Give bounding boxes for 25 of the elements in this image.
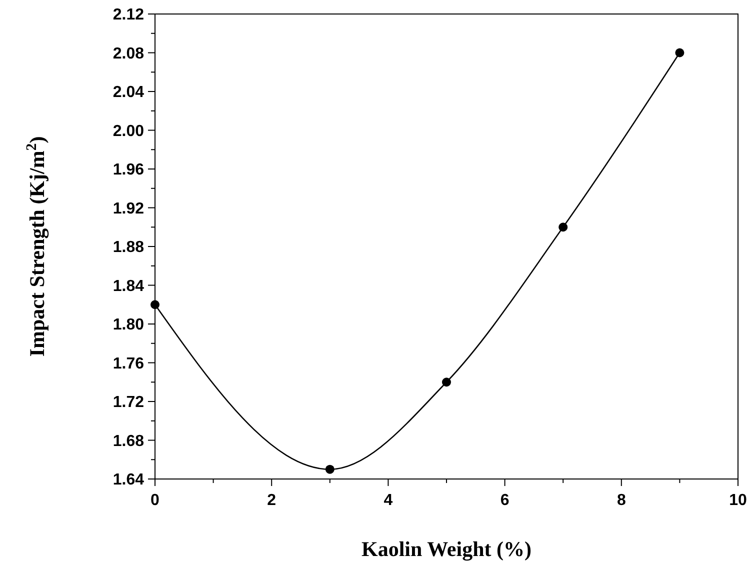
x-tick-label: 8 [616, 492, 626, 509]
y-tick-label: 2.12 [112, 6, 144, 24]
y-tick-label: 1.76 [112, 355, 144, 372]
x-tick-label: 2 [267, 492, 276, 509]
x-tick-label: 10 [729, 492, 747, 509]
point [442, 378, 451, 387]
x-tick-label: 6 [500, 492, 510, 509]
y-tick-label: 1.68 [112, 432, 144, 450]
point [675, 48, 684, 58]
y-tick-label: 1.96 [112, 162, 144, 179]
y-tick-label: 1.84 [112, 278, 144, 295]
y-tick-label: 2.04 [112, 84, 144, 102]
point [325, 464, 334, 474]
y-tick-label: 1.72 [112, 394, 144, 412]
x-axis-title: Kaolin Weight (%) [362, 537, 532, 561]
y-tick-label: 2.08 [112, 45, 144, 62]
x-tick-label: 0 [150, 492, 160, 509]
x-tick-label: 4 [384, 492, 393, 509]
y-tick-label: 1.88 [112, 239, 144, 256]
y-tick-label: 1.80 [112, 316, 144, 334]
y-tick-label: 1.64 [112, 472, 144, 489]
point [558, 222, 568, 232]
y-tick-label: 2.00 [112, 122, 144, 140]
point [150, 300, 160, 310]
y-tick-label: 1.92 [112, 200, 144, 218]
